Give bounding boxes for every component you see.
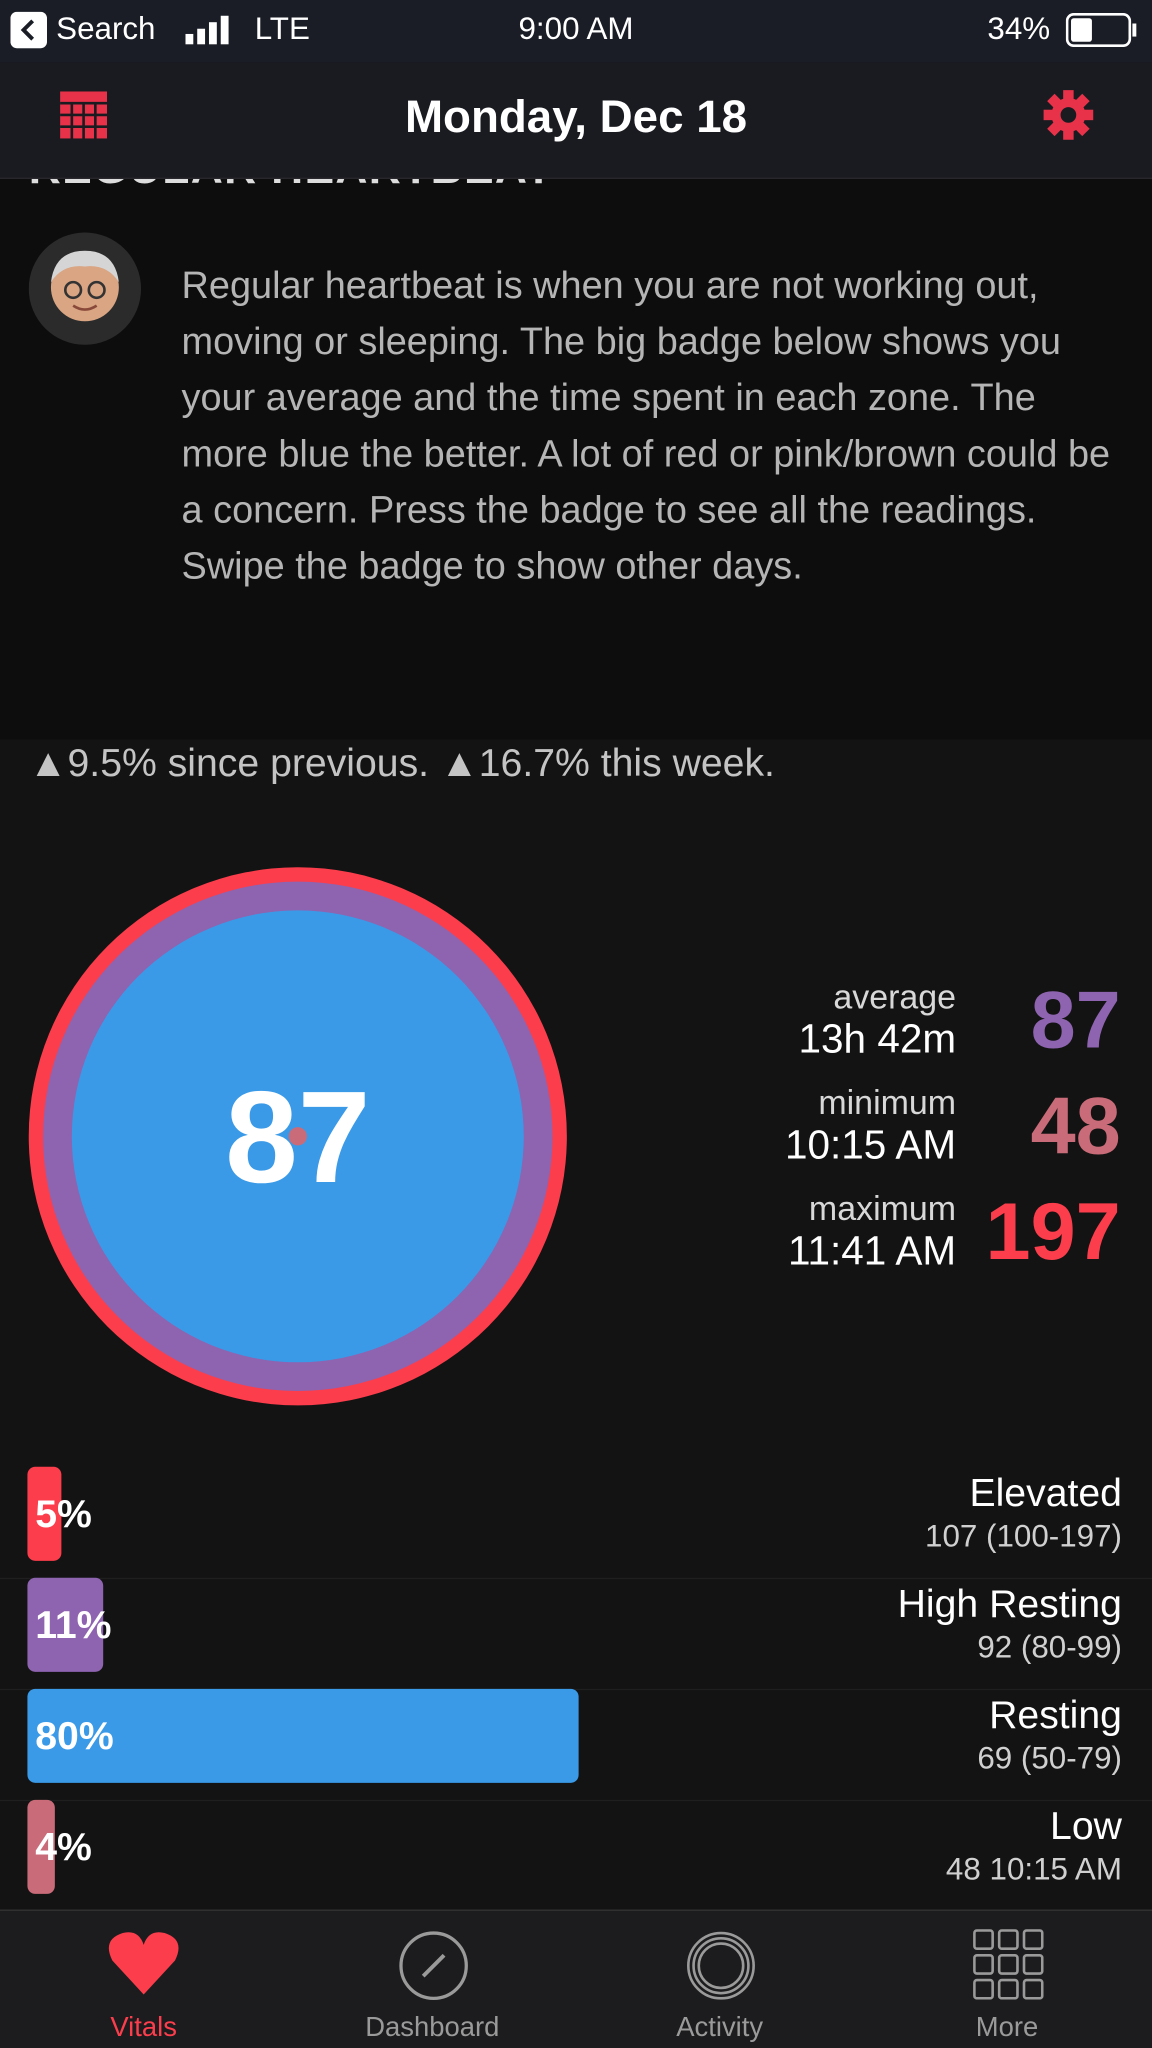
zone-row[interactable]: 11% High Resting 92 (80-99) [0,1577,1152,1691]
signal-icon [185,15,229,45]
zone-name: Low [1050,1805,1122,1849]
activity-icon [687,1931,755,2000]
stat-label: minimum [818,1082,957,1122]
zone-bar [27,1466,62,1561]
zone-bar [27,1577,104,1672]
status-bar: Search LTE 9:00 AM 34% [0,0,1152,63]
zone-bar [27,1688,579,1783]
stat-detail: 13h 42m [798,1016,957,1062]
battery-percent: 34% [987,11,1051,48]
zone-name: Resting [989,1694,1122,1738]
zone-range: 92 (80-99) [977,1630,1122,1666]
stat-detail: 11:41 AM [787,1227,957,1274]
change-summary: ▲9.5% since previous. ▲16.7% this week. [28,741,775,785]
more-icon [973,1929,1044,2000]
zone-range: 48 10:15 AM [945,1852,1122,1888]
tab-dashboard[interactable]: Dashboard [289,1911,576,2048]
tab-bar: Vitals Dashboard Activity More [0,1909,1152,2048]
avatar [28,232,142,345]
vitals-icon [108,1932,179,1995]
zone-range: 69 (50-79) [977,1741,1122,1777]
back-icon[interactable] [10,11,48,49]
badge[interactable]: 87 [0,849,601,1424]
dashboard-icon [399,1931,468,2000]
description: Regular heartbeat is when you are not wo… [181,265,1111,588]
zone-name: High Resting [897,1583,1122,1627]
settings-button[interactable] [1042,88,1095,142]
stat-value: 197 [985,1187,1121,1278]
zone-row[interactable]: 4% Low 48 10:15 AM [0,1799,1152,1913]
nav-bar: Monday, Dec 18 [0,62,1152,179]
zone-percent: 4% [35,1825,92,1870]
stat-value: 87 [1030,975,1121,1066]
tab-more[interactable]: More [863,1911,1150,2048]
back-label[interactable]: Search [56,11,156,48]
zone-row[interactable]: 80% Resting 69 (50-79) [0,1688,1152,1802]
network: LTE [254,11,310,48]
zone-row[interactable]: 5% Elevated 107 (100-197) [0,1466,1152,1580]
nav-title: Monday, Dec 18 [404,91,748,143]
tab-label: Dashboard [365,2012,500,2043]
badge-dot [288,1127,307,1146]
zone-percent: 11% [35,1603,112,1648]
tab-label: Vitals [110,2012,177,2043]
zone-bar [27,1799,55,1894]
battery-icon [1065,13,1137,48]
stat-detail: 10:15 AM [784,1121,957,1168]
tab-label: More [975,2012,1039,2043]
stat-value: 48 [1030,1081,1121,1172]
zone-percent: 80% [35,1714,114,1759]
stat-label: average [833,976,957,1017]
tab-activity[interactable]: Activity [576,1911,863,2048]
zone-percent: 5% [35,1492,92,1536]
tab-vitals[interactable]: Vitals [0,1911,287,2048]
tab-label: Activity [676,2012,764,2043]
stat-label: maximum [808,1188,957,1228]
intro-panel: REGULAR HEARTBEAT Regular heartbeat is w… [0,130,1152,740]
zone-name: Elevated [969,1471,1122,1516]
clock: 9:00 AM [518,11,634,48]
calendar-button[interactable] [60,91,108,139]
zone-range: 107 (100-197) [925,1519,1122,1555]
